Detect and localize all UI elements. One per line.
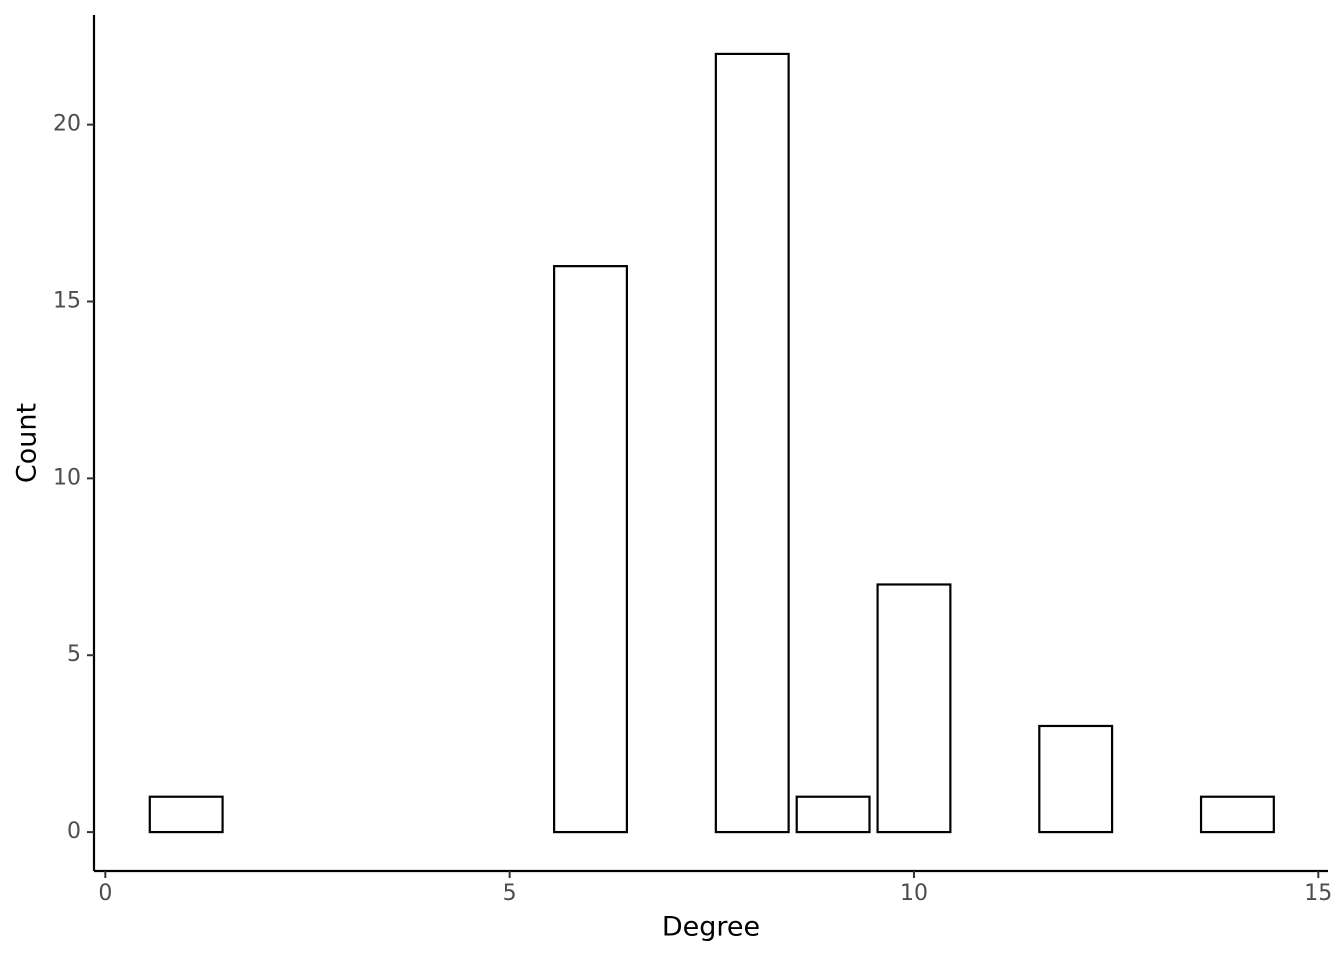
bar	[876, 583, 952, 834]
x-axis-title: Degree	[662, 912, 760, 943]
bar	[795, 795, 871, 834]
y-tick-label: 5	[67, 642, 81, 667]
y-axis-title: Count	[12, 403, 43, 483]
y-tick-label: 15	[53, 289, 81, 314]
y-tick-label: 0	[67, 819, 81, 844]
x-tick-label: 0	[98, 881, 112, 906]
y-tick-label: 10	[53, 465, 81, 490]
x-tick-label: 10	[900, 881, 928, 906]
bar	[553, 265, 629, 834]
bar	[148, 795, 224, 834]
bar	[714, 52, 790, 834]
bar	[1199, 795, 1275, 834]
y-tick-label: 20	[53, 112, 81, 137]
bar	[1038, 724, 1114, 834]
x-tick-label: 15	[1304, 881, 1332, 906]
x-tick-label: 5	[503, 881, 517, 906]
